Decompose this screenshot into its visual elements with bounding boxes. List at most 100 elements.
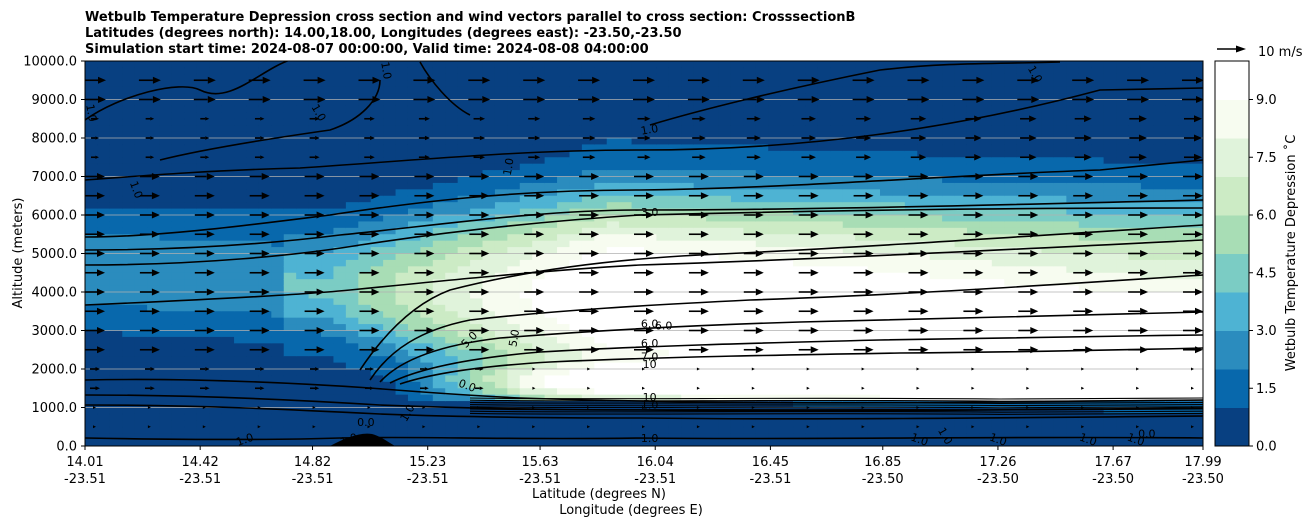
field-cell	[407, 150, 421, 158]
field-cell	[159, 176, 173, 184]
field-cell	[581, 67, 595, 75]
field-cell	[780, 234, 794, 242]
field-cell	[743, 118, 757, 126]
field-cell	[532, 324, 546, 332]
field-cell	[519, 138, 533, 146]
field-cell	[793, 73, 807, 81]
field-cell	[532, 176, 546, 184]
field-cell	[942, 388, 956, 396]
field-cell	[569, 131, 583, 139]
field-cell	[793, 99, 807, 107]
field-cell	[917, 381, 931, 389]
field-cell	[196, 298, 210, 306]
field-cell	[644, 157, 658, 165]
field-cell	[271, 439, 285, 446]
field-cell	[420, 426, 434, 434]
field-cell	[830, 381, 844, 389]
field-cell	[246, 73, 260, 81]
field-cell	[594, 105, 608, 113]
field-cell	[395, 208, 409, 216]
field-cell	[830, 266, 844, 274]
field-cell	[209, 259, 223, 267]
field-cell	[1041, 330, 1055, 338]
field-cell	[966, 240, 980, 248]
field-cell	[457, 112, 471, 120]
field-cell	[432, 336, 446, 344]
field-cell	[718, 176, 732, 184]
field-cell	[345, 330, 359, 338]
field-cell	[730, 189, 744, 197]
field-cell	[730, 202, 744, 210]
field-cell	[395, 182, 409, 190]
field-cell	[867, 202, 881, 210]
field-cell	[557, 388, 571, 396]
field-cell	[209, 112, 223, 120]
field-cell	[445, 433, 459, 441]
field-cell	[768, 433, 782, 441]
field-cell	[830, 292, 844, 300]
field-cell	[196, 195, 210, 203]
field-cell	[1078, 433, 1092, 441]
field-cell	[954, 67, 968, 75]
field-cell	[283, 298, 297, 306]
field-cell	[706, 221, 720, 229]
field-cell	[979, 324, 993, 332]
field-cell	[1004, 195, 1018, 203]
field-cell	[1078, 426, 1092, 434]
field-cell	[122, 330, 136, 338]
field-cell	[681, 73, 695, 81]
field-cell	[830, 279, 844, 287]
field-cell	[221, 375, 235, 383]
field-cell	[880, 221, 894, 229]
field-cell	[457, 125, 471, 133]
field-cell	[668, 189, 682, 197]
field-cell	[457, 343, 471, 351]
field-cell	[470, 292, 484, 300]
field-cell	[196, 247, 210, 255]
field-cell	[681, 401, 695, 409]
field-cell	[196, 157, 210, 165]
field-cell	[979, 317, 993, 325]
field-cell	[544, 202, 558, 210]
field-cell	[482, 99, 496, 107]
field-cell	[296, 439, 310, 446]
field-cell	[681, 356, 695, 364]
field-cell	[1053, 118, 1067, 126]
field-cell	[184, 157, 198, 165]
field-cell	[557, 67, 571, 75]
field-cell	[97, 330, 111, 338]
field-cell	[246, 311, 260, 319]
field-cell	[594, 324, 608, 332]
field-cell	[991, 279, 1005, 287]
field-cell	[1078, 234, 1092, 242]
field-cell	[271, 413, 285, 421]
field-cell	[917, 311, 931, 319]
field-cell	[209, 118, 223, 126]
field-cell	[942, 67, 956, 75]
field-cell	[1091, 202, 1105, 210]
field-cell	[867, 266, 881, 274]
field-cell	[755, 202, 769, 210]
field-cell	[656, 99, 670, 107]
field-cell	[333, 285, 347, 293]
field-cell	[917, 343, 931, 351]
field-cell	[557, 356, 571, 364]
field-cell	[917, 86, 931, 94]
field-cell	[991, 401, 1005, 409]
field-cell	[743, 163, 757, 171]
field-cell	[134, 112, 148, 120]
field-cell	[445, 202, 459, 210]
field-cell	[159, 208, 173, 216]
field-cell	[159, 311, 173, 319]
field-cell	[258, 407, 272, 415]
field-cell	[606, 170, 620, 178]
field-cell	[494, 112, 508, 120]
field-cell	[109, 311, 123, 319]
field-cell	[805, 99, 819, 107]
field-cell	[668, 176, 682, 184]
field-cell	[755, 253, 769, 261]
field-cell	[296, 433, 310, 441]
field-cell	[109, 259, 123, 267]
field-cell	[482, 356, 496, 364]
field-cell	[619, 163, 633, 171]
